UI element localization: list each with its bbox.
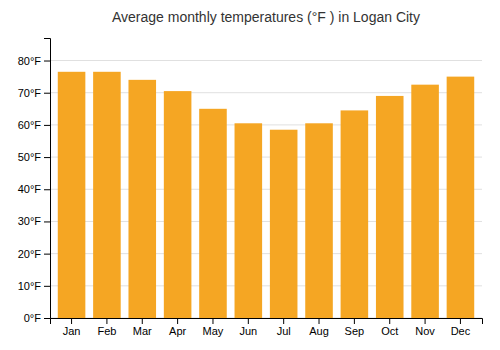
x-tick-mark — [354, 318, 355, 324]
x-tick-mark — [425, 318, 426, 324]
bar — [376, 96, 404, 318]
x-tick: Nov — [415, 318, 435, 337]
y-tick: 30°F — [18, 215, 50, 227]
y-tick-mark — [44, 61, 50, 62]
y-tick-mark — [44, 93, 50, 94]
chart-svg: 0°F 10°F 20°F 30°F 40°F 50°F 60°F 70°F 80°F Jan Fe… — [0, 0, 500, 350]
bar — [341, 110, 369, 318]
x-tick: Aug — [309, 318, 329, 337]
x-tick: May — [203, 318, 224, 337]
y-tick: 70°F — [18, 87, 50, 99]
chart-container: 0°F 10°F 20°F 30°F 40°F 50°F 60°F 70°F 80°F Jan Fe… — [0, 0, 500, 350]
y-tick-mark — [44, 318, 50, 319]
x-tick: Apr — [169, 318, 186, 337]
x-axis: Jan Feb Mar Apr May Jun Jul Aug Sep Oct Nov Dec — [51, 318, 483, 337]
y-tick-label: 80°F — [18, 55, 42, 67]
x-tick: Jun — [239, 318, 257, 337]
plot: 0°F 10°F 20°F 30°F 40°F 50°F 60°F 70°F 80°F Jan Fe… — [18, 39, 483, 337]
x-tick-label: Mar — [133, 325, 152, 337]
grid-line — [50, 60, 482, 61]
x-tick: Jul — [277, 318, 291, 337]
y-tick-label: 0°F — [24, 312, 42, 324]
bars — [58, 72, 474, 318]
y-tick-mark — [44, 286, 50, 287]
y-tick-mark — [44, 221, 50, 222]
bar — [235, 123, 263, 318]
y-tick-mark — [44, 254, 50, 255]
y-tick-mark — [44, 157, 50, 158]
y-tick-label: 20°F — [18, 248, 42, 260]
x-tick-label: May — [203, 325, 224, 337]
grid — [50, 61, 482, 318]
y-tick-label: 50°F — [18, 151, 42, 163]
bar — [199, 109, 227, 318]
y-tick: 10°F — [18, 280, 50, 292]
x-tick: Mar — [133, 318, 152, 337]
y-axis: 0°F 10°F 20°F 30°F 40°F 50°F 60°F 70°F 80°F — [18, 39, 51, 325]
x-tick-mark — [389, 318, 390, 324]
x-tick-mark — [212, 318, 213, 324]
y-tick: 80°F — [18, 55, 50, 67]
bar — [270, 130, 298, 318]
bar — [58, 72, 86, 318]
x-tick: Sep — [345, 318, 365, 337]
y-axis-line — [44, 39, 51, 319]
x-tick-label: Jul — [277, 325, 291, 337]
x-tick-mark — [142, 318, 143, 324]
y-tick-mark — [44, 125, 50, 126]
x-tick-label: Apr — [169, 325, 186, 337]
y-tick-mark — [44, 189, 50, 190]
x-tick-mark — [71, 318, 72, 324]
x-tick-label: Oct — [381, 325, 398, 337]
x-tick-label: Nov — [415, 325, 435, 337]
bar — [164, 91, 192, 318]
x-tick-label: Sep — [345, 325, 365, 337]
x-tick-label: Jan — [63, 325, 81, 337]
bar — [128, 80, 156, 318]
bar — [93, 72, 121, 318]
x-tick: Oct — [381, 318, 398, 337]
x-tick-label: Dec — [451, 325, 471, 337]
bar — [447, 77, 475, 318]
x-tick-label: Jun — [239, 325, 257, 337]
y-tick-label: 10°F — [18, 280, 42, 292]
x-axis-line — [51, 319, 483, 325]
x-tick-mark — [177, 318, 178, 324]
y-tick: 0°F — [24, 312, 50, 324]
y-tick-label: 40°F — [18, 183, 42, 195]
x-tick: Dec — [451, 318, 471, 337]
y-tick: 40°F — [18, 183, 50, 195]
bar — [411, 85, 439, 318]
y-tick-label: 30°F — [18, 215, 42, 227]
title: Average monthly temperatures (°F ) in Lo… — [112, 9, 420, 25]
y-tick: 20°F — [18, 248, 50, 260]
x-tick-mark — [319, 318, 320, 324]
y-tick-label: 60°F — [18, 119, 42, 131]
y-tick: 50°F — [18, 151, 50, 163]
x-tick-mark — [106, 318, 107, 324]
x-tick-mark — [283, 318, 284, 324]
x-tick-label: Feb — [97, 325, 116, 337]
x-tick: Feb — [97, 318, 116, 337]
y-tick-label: 70°F — [18, 87, 42, 99]
x-tick-mark — [248, 318, 249, 324]
x-tick: Jan — [63, 318, 81, 337]
x-tick-mark — [460, 318, 461, 324]
y-tick: 60°F — [18, 119, 50, 131]
x-tick-label: Aug — [309, 325, 329, 337]
bar — [305, 123, 333, 318]
